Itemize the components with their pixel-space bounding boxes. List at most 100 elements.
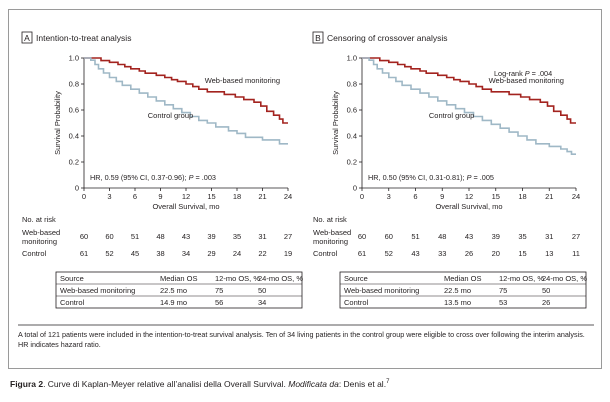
panel-a-web-curve-label: Web-based monitoring xyxy=(205,76,280,85)
panel-a-control-curve-label: Control group xyxy=(148,111,193,120)
panel-a-at-risk-value: 60 xyxy=(80,232,88,241)
panel-a-at-risk-value: 61 xyxy=(80,249,88,258)
panel-b-at-risk-value: 15 xyxy=(518,249,526,258)
panel-b-y-tick-label: 0.4 xyxy=(347,132,357,141)
panel-a-os-table-cell: Control xyxy=(60,298,85,307)
panel-b-os-table-cell: Web-based monitoring xyxy=(344,286,419,295)
panel-a-at-risk-value: 52 xyxy=(105,249,113,258)
panel-b-hr-annotation: HR, 0.50 (95% CI, 0.31-0.81); P = .005 xyxy=(368,173,494,182)
panel-b-curve-web-based xyxy=(362,57,576,124)
panel-a-y-tick-label: 0.2 xyxy=(69,158,79,167)
panel-b-os-table-cell: 50 xyxy=(542,286,550,295)
panel-b-p-symbol: P xyxy=(467,173,472,182)
panel-b-x-tick-label: 21 xyxy=(545,192,553,201)
panel-a-at-risk-value: 34 xyxy=(182,249,190,258)
panel-b-at-risk-value: 43 xyxy=(411,249,419,258)
panel-a-y-tick-label: 0 xyxy=(75,184,79,193)
panel-b-at-risk-value: 26 xyxy=(465,249,473,258)
panel-b-at-risk-row-label: Web-based xyxy=(313,228,351,237)
panel-a-os-table-cell: 22.5 mo xyxy=(160,286,187,295)
panel-a-at-risk-value: 39 xyxy=(207,232,215,241)
panel-a-x-tick-label: 24 xyxy=(284,192,292,201)
panel-a-letter: A xyxy=(24,33,30,43)
panel-a-x-tick-label: 6 xyxy=(133,192,137,201)
panel-a-x-tick-label: 21 xyxy=(258,192,266,201)
panel-b-os-table-header: 12-mo OS, % xyxy=(499,274,544,283)
panel-b-at-risk-row-label: Control xyxy=(313,249,338,258)
panel-a-at-risk-row-label-2: monitoring xyxy=(22,237,57,246)
panel-b-at-risk-row-label-2: monitoring xyxy=(313,237,348,246)
panel-a-at-risk-row-label: Web-based xyxy=(22,228,60,237)
panel-b-at-risk-value: 27 xyxy=(572,232,580,241)
panel-a-os-table-cell: 56 xyxy=(215,298,223,307)
panel-b-x-tick-label: 9 xyxy=(440,192,444,201)
panel-a-x-tick-label: 18 xyxy=(233,192,241,201)
panel-a-at-risk-value: 22 xyxy=(258,249,266,258)
panel-a-os-table-header: Source xyxy=(60,274,84,283)
panel-a-hr-text: HR, 0.59 (95% CI, 0.37-0.96); xyxy=(90,173,189,182)
panel-a-at-risk-label: No. at risk xyxy=(22,215,56,224)
panel-a-os-table-cell: 75 xyxy=(215,286,223,295)
panel-b-at-risk-label: No. at risk xyxy=(313,215,347,224)
panel-a-y-tick-label: 1.0 xyxy=(69,54,79,63)
panel-b-y-tick-label: 1.0 xyxy=(347,54,357,63)
panel-b-at-risk-value: 31 xyxy=(545,232,553,241)
panel-a-curve-web-based xyxy=(84,57,288,124)
panel-b-x-tick-label: 12 xyxy=(465,192,473,201)
panel-b-at-risk-value: 11 xyxy=(572,249,580,258)
panel-a-at-risk-value: 45 xyxy=(131,249,139,258)
panel-b-y-tick-label: 0.2 xyxy=(347,158,357,167)
panel-a-os-table-cell: 14.9 mo xyxy=(160,298,187,307)
panel-a-at-risk-value: 38 xyxy=(156,249,164,258)
panel-a-at-risk-value: 29 xyxy=(207,249,215,258)
panel-b-y-tick-label: 0.6 xyxy=(347,106,357,115)
panel-a-y-axis-label: Survival Probability xyxy=(53,91,62,155)
panel-a-os-table-header: 12-mo OS, % xyxy=(215,274,260,283)
panel-a-x-axis-label: Overall Survival, mo xyxy=(152,202,219,211)
panel-b-at-risk-value: 52 xyxy=(385,249,393,258)
panel-a-p-value: = .003 xyxy=(193,173,216,182)
caption-source: : Denis et al. xyxy=(338,379,387,389)
panel-b-x-tick-label: 6 xyxy=(413,192,417,201)
panel-b-logrank-text: Log-rank xyxy=(494,69,525,78)
panel-a-y-tick-label: 0.8 xyxy=(69,80,79,89)
panel-b-os-table-header: Source xyxy=(344,274,368,283)
panel-a-curve-control xyxy=(84,57,288,145)
panel-a-x-tick-label: 3 xyxy=(107,192,111,201)
km-figure: A Intention-to-treat analysis 0 0.2 0.4 0.6 0.… xyxy=(18,31,594,326)
panel-b-at-risk-value: 60 xyxy=(385,232,393,241)
panel-a-os-table-header: Median OS xyxy=(160,274,198,283)
panel-a-y-tick-label: 0.6 xyxy=(69,106,79,115)
panel-a-at-risk-value: 31 xyxy=(258,232,266,241)
panel-a-at-risk-value: 43 xyxy=(182,232,190,241)
panel-a-x-tick-label: 9 xyxy=(158,192,162,201)
panel-a-at-risk-value: 51 xyxy=(131,232,139,241)
panel-a-at-risk-value: 24 xyxy=(233,249,241,258)
panel-b-web-curve-label: Web-based monitoring xyxy=(489,76,564,85)
panel-b-os-table-header: Median OS xyxy=(444,274,482,283)
panel-a-os-table-cell: 50 xyxy=(258,286,266,295)
panel-a-hr-annotation: HR, 0.59 (95% CI, 0.37-0.96); P = .003 xyxy=(90,173,216,182)
panel-b-os-table-cell: Control xyxy=(344,298,369,307)
panel-a-p-symbol: P xyxy=(189,173,194,182)
panel-b-logrank-annotation: Log-rank P = .004 xyxy=(494,69,552,78)
panel-b-at-risk-value: 48 xyxy=(438,232,446,241)
panel-b-y-axis-label: Survival Probability xyxy=(331,91,340,155)
panel-b-at-risk-value: 13 xyxy=(545,249,553,258)
panel-b-os-table-cell: 75 xyxy=(499,286,507,295)
panel-a-at-risk-value: 48 xyxy=(156,232,164,241)
panel-a-x-tick-label: 12 xyxy=(182,192,190,201)
figure-footnote: A total of 121 patients were included in… xyxy=(18,330,585,349)
figure-frame xyxy=(8,9,602,369)
panel-b-letter-box xyxy=(312,31,324,44)
panel-b-at-risk-value: 39 xyxy=(492,232,500,241)
panel-b-x-tick-label: 24 xyxy=(572,192,580,201)
panel-b-at-risk-value: 60 xyxy=(358,232,366,241)
panel-b-at-risk-value: 43 xyxy=(465,232,473,241)
panel-b-curve-control xyxy=(362,57,576,155)
panel-a-x-tick-label: 0 xyxy=(82,192,86,201)
panel-a-at-risk-row-label: Control xyxy=(22,249,47,258)
panel-b-at-risk-value: 35 xyxy=(518,232,526,241)
panel-b-y-tick-label: 0.8 xyxy=(347,80,357,89)
panel-a-y-tick-label: 0.4 xyxy=(69,132,79,141)
